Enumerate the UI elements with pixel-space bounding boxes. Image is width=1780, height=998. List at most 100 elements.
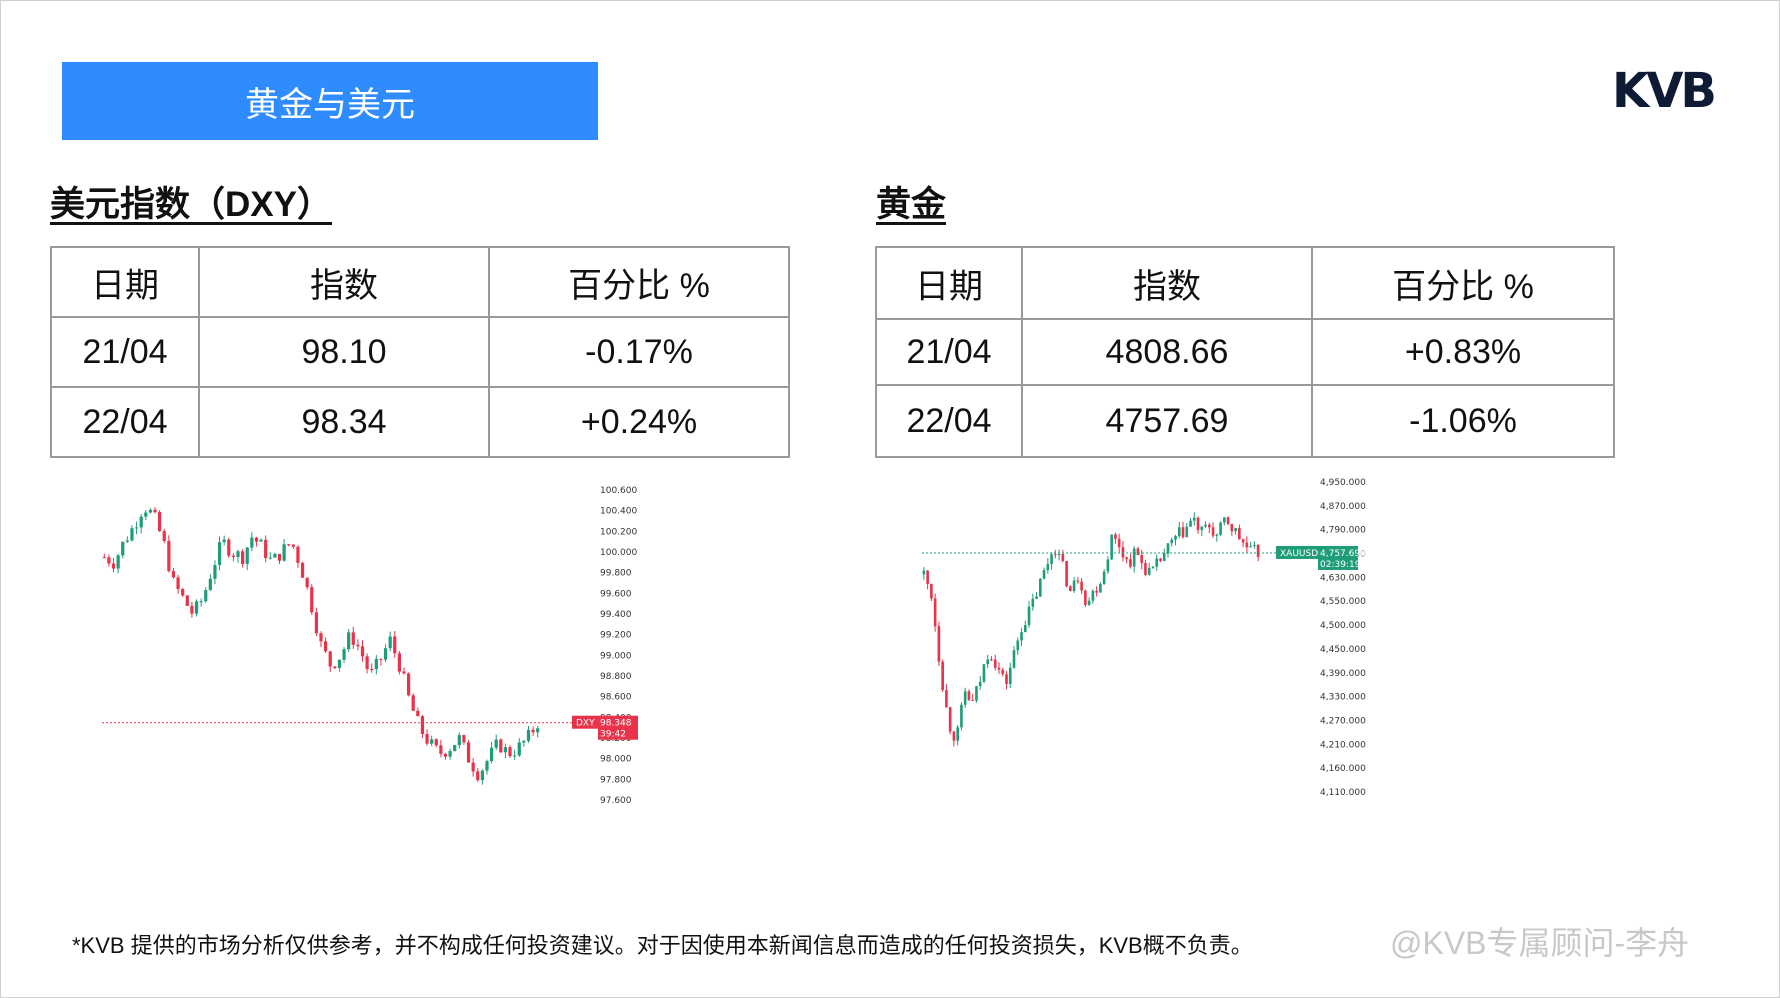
- candle: [462, 734, 466, 745]
- candle: [1038, 577, 1042, 597]
- candle: [402, 667, 406, 675]
- table-row: 22/04 98.34 +0.24%: [50, 386, 790, 458]
- candle: [356, 639, 360, 651]
- candle: [273, 552, 277, 558]
- candle: [365, 653, 369, 674]
- candle: [1020, 627, 1023, 647]
- y-tick-label: 100.200: [600, 527, 637, 537]
- y-tick-label: 99.400: [600, 610, 632, 620]
- candle: [967, 689, 971, 702]
- candle: [536, 725, 540, 738]
- banner-title: 黄金与美元: [62, 62, 598, 140]
- candle: [1129, 554, 1132, 569]
- candle: [144, 509, 148, 521]
- candle: [287, 543, 291, 547]
- candle: [466, 739, 471, 763]
- candle: [1012, 646, 1016, 669]
- candle: [434, 738, 438, 748]
- candle: [526, 726, 531, 743]
- candle: [1084, 589, 1087, 608]
- dxy-row1-date: 21/04: [50, 316, 200, 388]
- candle: [314, 607, 319, 637]
- candle: [171, 568, 176, 579]
- price-tag: [598, 715, 638, 740]
- dxy-row2-date: 22/04: [50, 386, 200, 458]
- table-row: 21/04 98.10 -0.17%: [50, 316, 790, 388]
- candle: [102, 553, 106, 559]
- candle: [952, 730, 956, 747]
- candle: [213, 560, 217, 585]
- gold-row2-value: 4757.69: [1021, 384, 1313, 458]
- table-row: 22/04 4757.69 -1.06%: [875, 384, 1615, 458]
- candle: [241, 549, 245, 568]
- gold-row1-change: +0.83%: [1311, 318, 1615, 386]
- candle: [956, 724, 959, 746]
- candle: [425, 729, 429, 746]
- candle: [937, 621, 941, 667]
- dxy-table: 日期 指数 百分比 % 21/04 98.10 -0.17% 22/04 98.…: [50, 246, 790, 458]
- candle: [1144, 559, 1147, 577]
- candle: [948, 706, 952, 735]
- price-tag: [1318, 545, 1358, 570]
- candle: [282, 539, 286, 562]
- dxy-section-title: 美元指数（DXY）: [50, 185, 332, 224]
- candle: [975, 685, 978, 703]
- candle: [185, 594, 189, 607]
- candle: [503, 743, 508, 759]
- candle: [1054, 549, 1057, 559]
- candle: [194, 599, 199, 617]
- countdown-label: 02:39:19: [1320, 560, 1361, 570]
- candle: [1102, 568, 1106, 585]
- candle: [1238, 524, 1241, 540]
- candle: [531, 726, 535, 736]
- candle: [167, 535, 171, 573]
- candle: [259, 538, 263, 542]
- y-tick-label: 4,630.000: [1320, 573, 1366, 583]
- candle: [217, 536, 222, 571]
- candle: [153, 507, 157, 514]
- y-tick-label: 100.000: [600, 548, 637, 558]
- candle: [986, 654, 990, 669]
- candle: [1087, 597, 1091, 607]
- candle: [1106, 556, 1110, 574]
- candle: [1200, 526, 1204, 537]
- candle: [1211, 522, 1215, 538]
- candle: [1076, 577, 1080, 584]
- candle: [397, 651, 401, 675]
- y-tick-label: 99.600: [600, 589, 632, 599]
- candle: [1110, 534, 1113, 561]
- candle: [383, 644, 388, 663]
- gold-header-date: 日期: [875, 246, 1023, 320]
- candle: [204, 587, 208, 603]
- gold-candlestick-chart: 4,950.0004,870.0004,790.0004,710.0004,63…: [922, 478, 1366, 798]
- candle: [190, 601, 194, 618]
- candle: [245, 546, 249, 571]
- candle: [1065, 560, 1068, 588]
- candle: [319, 631, 323, 648]
- candle: [1219, 521, 1222, 537]
- y-tick-label: 4,160.000: [1320, 764, 1366, 774]
- candle: [1245, 536, 1249, 553]
- candle: [416, 707, 420, 717]
- watermark-text: @KVB专属顾问-李舟: [1390, 925, 1690, 961]
- candle: [130, 525, 134, 542]
- candle: [1174, 534, 1177, 546]
- candle: [1204, 521, 1207, 529]
- candle: [1147, 562, 1151, 576]
- y-tick-label: 97.800: [600, 775, 632, 785]
- candle: [489, 741, 494, 764]
- candle: [485, 759, 489, 775]
- candle: [337, 659, 342, 672]
- candle: [1005, 671, 1008, 690]
- kvb-logo: KVB: [1612, 66, 1734, 116]
- candle: [116, 553, 120, 574]
- y-tick-label: 99.800: [600, 569, 632, 579]
- candle: [264, 535, 268, 563]
- candle: [439, 739, 443, 758]
- candle: [388, 631, 392, 652]
- last-price-label: 98.348: [600, 719, 632, 729]
- candle: [111, 558, 116, 573]
- candle: [517, 738, 521, 758]
- candle: [457, 732, 461, 749]
- candle: [208, 574, 212, 591]
